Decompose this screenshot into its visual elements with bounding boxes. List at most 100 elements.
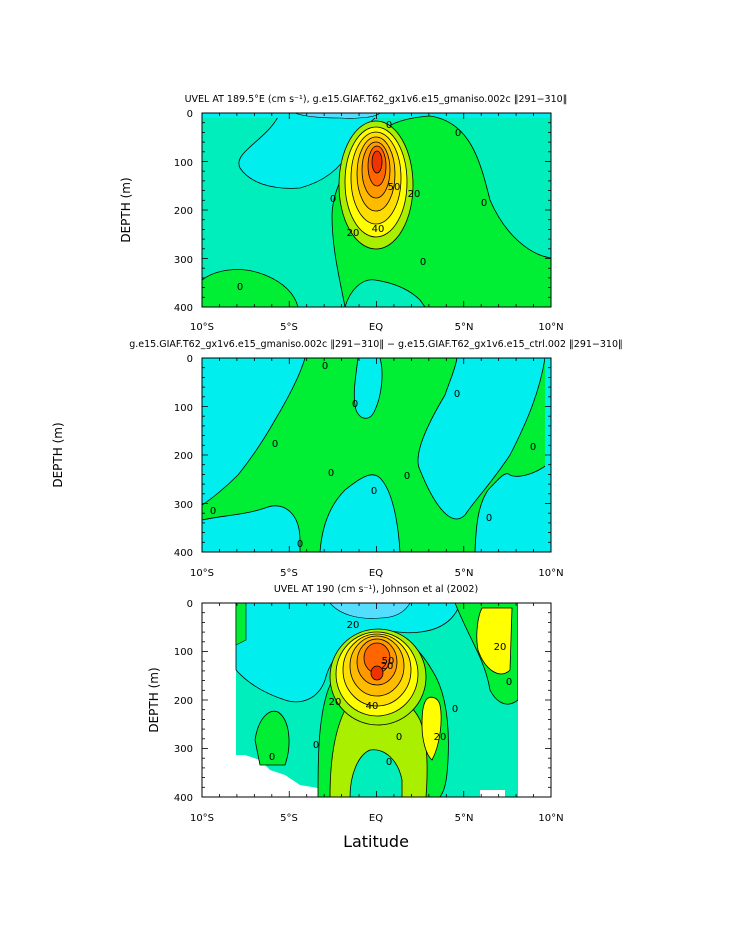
p3-xtick-1: 5°S: [280, 813, 298, 824]
p3-clabel-9: 0: [396, 732, 402, 743]
p1-y-ticks: 0 100 200 300 400: [174, 109, 193, 314]
p3-clabel-3: 20: [494, 642, 507, 653]
p1-clabel-3: 0: [455, 128, 461, 139]
p1-ytick-4: 400: [174, 303, 193, 314]
p3-ylabel: DEPTH (m): [147, 667, 161, 732]
p3-fill-green-left: [235, 603, 247, 646]
p2-xtick-4: 10°N: [538, 568, 563, 579]
p3-clabel-8: 0: [313, 740, 319, 751]
p2-ytick-2: 200: [174, 451, 193, 462]
p1-clabel-8: 20: [347, 228, 360, 239]
p3-ytick-1: 100: [174, 647, 193, 658]
p2-ytick-4: 400: [174, 548, 193, 559]
p1-fill-cyan-bottom: [344, 279, 426, 307]
p3-fill-green-left-blob: [254, 710, 290, 766]
p1-xtick-4: 10°N: [538, 322, 563, 333]
p3-ytick-4: 400: [174, 793, 193, 804]
p3-clabel-5: 40: [366, 701, 379, 712]
p2-xtick-0: 10°S: [190, 568, 214, 579]
p2-clabel-5: 0: [371, 486, 377, 497]
p3-ytick-0: 0: [187, 599, 193, 610]
p2-clabel-1: 0: [272, 439, 278, 450]
p3-x-ticks: 10°S 5°S EQ 5°N 10°N: [190, 813, 564, 824]
p1-ylabel: DEPTH (m): [119, 177, 133, 242]
p2-ytick-1: 100: [174, 403, 193, 414]
p1-clabel-1: 0: [330, 194, 336, 205]
p1-clabel-5: 0: [237, 282, 243, 293]
p1-clabel-6: 0: [420, 257, 426, 268]
p3-ytick-3: 300: [174, 744, 193, 755]
p3-clabel-10: 0: [452, 704, 458, 715]
panel-2-difference: g.e15.GIAF.T62_gx1v6.e15_gmaniso.002c ‖2…: [51, 339, 623, 579]
p2-ytick-0: 0: [187, 354, 193, 365]
panel-2-title: g.e15.GIAF.T62_gx1v6.e15_gmaniso.002c ‖2…: [129, 339, 623, 350]
panel-1-title: UVEL AT 189.5°E (cm s⁻¹), g.e15.GIAF.T62…: [185, 94, 568, 105]
p1-xtick-3: 5°N: [455, 322, 474, 333]
p3-fill-teal-center-bottom2: [349, 749, 403, 797]
p2-clabel-6: 0: [404, 471, 410, 482]
p1-clabel-7: 20: [408, 189, 421, 200]
p2-ylabel: DEPTH (m): [51, 422, 65, 487]
axis-tick-marks: [201, 112, 552, 798]
p3-ytick-2: 200: [174, 696, 193, 707]
p3-fill-cyan-light-top: [329, 603, 411, 619]
p2-fill-cyan-botmid: [319, 474, 401, 552]
p3-xtick-3: 5°N: [455, 813, 474, 824]
p1-fill-green-left: [202, 269, 299, 307]
p2-xtick-1: 5°S: [280, 568, 298, 579]
p3-clabel-13: 0: [386, 757, 392, 768]
p3-xtick-0: 10°S: [190, 813, 214, 824]
p1-c60: [371, 150, 383, 174]
p2-clabel-9: 0: [486, 513, 492, 524]
panel-3-observations: UVEL AT 190 (cm s⁻¹), Johnson et al (200…: [147, 584, 564, 851]
p2-fill-cyan-botright: [474, 459, 551, 552]
p2-clabel-10: 0: [530, 442, 536, 453]
p1-clabel-10: 50: [388, 182, 401, 193]
p3-clabel-1: 20: [347, 620, 360, 631]
p3-xtick-2: EQ: [369, 813, 383, 824]
p3-fill-yellow-right: [476, 607, 513, 675]
p3-xtick-4: 10°N: [538, 813, 563, 824]
panel-2-contours: [202, 358, 551, 552]
p1-x-ticks: 10°S 5°S EQ 5°N 10°N: [190, 322, 564, 333]
p3-clabel-7: 20: [329, 697, 342, 708]
p2-clabel-8: 0: [297, 539, 303, 550]
p2-fill-cyan-botleft: [202, 505, 301, 552]
p1-clabel-9: 40: [372, 224, 385, 235]
p3-c60: [370, 665, 384, 681]
p2-fill-cyan-right: [417, 358, 546, 520]
p2-clabel-4: 0: [328, 468, 334, 479]
p2-xtick-2: EQ: [369, 568, 383, 579]
p2-fill-cyan-upper-mid: [353, 358, 383, 419]
p1-xtick-2: EQ: [369, 322, 383, 333]
p3-clabel-11: 0: [506, 677, 512, 688]
p2-ytick-3: 300: [174, 500, 193, 511]
p1-xtick-1: 5°S: [280, 322, 298, 333]
panel-1-contours: [202, 113, 551, 307]
p2-clabel-7: 0: [210, 506, 216, 517]
p1-ytick-3: 300: [174, 255, 193, 266]
p1-ytick-1: 100: [174, 158, 193, 169]
panel-1-model-uvel: UVEL AT 189.5°E (cm s⁻¹), g.e15.GIAF.T62…: [119, 94, 567, 333]
p3-clabel-6: 50: [382, 656, 395, 667]
p1-ytick-0: 0: [187, 109, 193, 120]
p2-clabel-11: 0: [322, 361, 328, 372]
p3-clabel-2: 20: [381, 661, 394, 672]
p1-xtick-0: 10°S: [190, 322, 214, 333]
p3-xlabel: Latitude: [343, 832, 409, 851]
p3-fill-white-corner-left: [236, 765, 256, 797]
p2-clabel-3: 0: [454, 389, 460, 400]
p1-ytick-2: 200: [174, 206, 193, 217]
p2-x-ticks: 10°S 5°S EQ 5°N 10°N: [190, 568, 564, 579]
panel-3-contours: [202, 603, 551, 797]
p2-fill-cyan-left: [202, 358, 306, 506]
p1-clabel-2: 0: [386, 120, 392, 131]
p1-clabel-4: 0: [481, 198, 487, 209]
p3-y-ticks: 0 100 200 300 400: [174, 599, 193, 804]
p2-xtick-3: 5°N: [455, 568, 474, 579]
p3-fill-yellow-right-blob: [421, 696, 442, 761]
p2-y-ticks: 0 100 200 300 400: [174, 354, 193, 559]
panel-3-title: UVEL AT 190 (cm s⁻¹), Johnson et al (200…: [274, 584, 478, 595]
p2-clabel-2: 0: [352, 399, 358, 410]
